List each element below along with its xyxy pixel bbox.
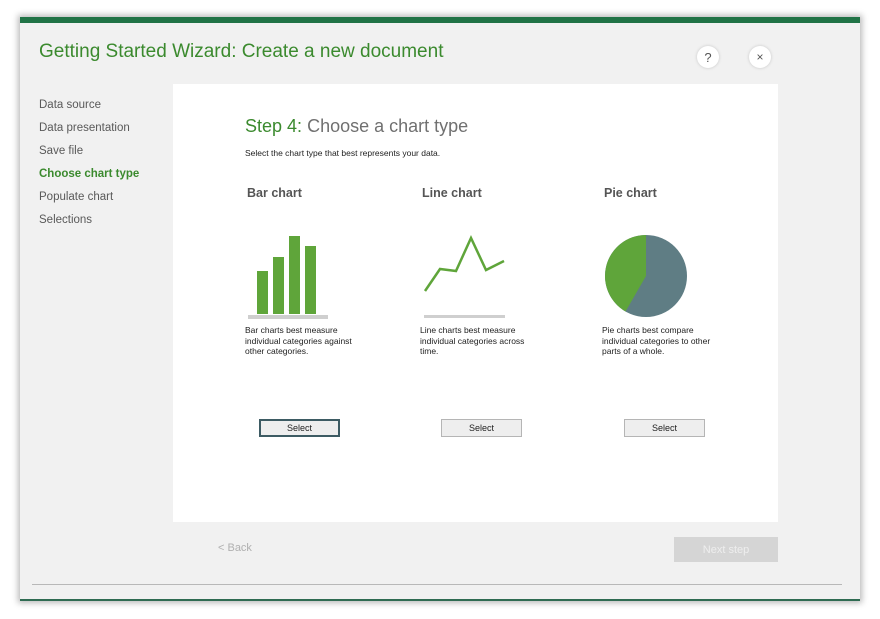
step-selections[interactable]: Selections (39, 214, 93, 226)
help-button[interactable]: ? (697, 46, 719, 68)
step-choose-chart-type[interactable]: Choose chart type (39, 168, 140, 180)
step-title: Choose a chart type (302, 116, 469, 136)
line-chart-title: Line chart (422, 186, 482, 200)
dialog-bottom-border (20, 599, 860, 601)
step-populate-chart[interactable]: Populate chart (39, 191, 114, 203)
step-save-file[interactable]: Save file (39, 145, 84, 157)
select-line-chart-button[interactable]: Select (441, 419, 522, 437)
bar-chart-description: Bar charts best measure individual categ… (245, 325, 352, 356)
dialog-title: Getting Started Wizard: Create a new doc… (39, 41, 444, 62)
back-button[interactable]: < Back (218, 542, 252, 554)
bar-chart-icon (248, 236, 328, 319)
line-chart-description: Line charts best measure individual cate… (420, 325, 525, 356)
instruction-text: Select the chart type that best represen… (245, 148, 441, 158)
step-data-presentation[interactable]: Data presentation (39, 122, 130, 134)
content-panel: Step 4: Choose a chart type Select the c… (173, 84, 778, 522)
footer-divider (32, 584, 842, 585)
select-pie-chart-button[interactable]: Select (624, 419, 705, 437)
close-icon: × (756, 50, 764, 64)
step-heading: Step 4: Choose a chart type (245, 116, 468, 137)
wizard-dialog: Getting Started Wizard: Create a new doc… (20, 17, 860, 601)
close-button[interactable]: × (749, 46, 771, 68)
step-data-source[interactable]: Data source (39, 99, 102, 111)
line-chart-icon (423, 235, 505, 318)
select-bar-chart-button[interactable]: Select (259, 419, 340, 437)
pie-chart-title: Pie chart (604, 186, 657, 200)
pie-chart-description: Pie charts best compare individual categ… (602, 325, 711, 356)
step-number: Step 4 (245, 116, 298, 136)
help-icon: ? (704, 49, 712, 65)
step-separator: : (297, 116, 303, 136)
wizard-steps: Data source Data presentation Save file … (39, 97, 139, 235)
next-step-button[interactable]: Next step (674, 537, 778, 562)
bar-chart-title: Bar chart (247, 186, 302, 200)
pie-chart-icon (605, 235, 687, 317)
